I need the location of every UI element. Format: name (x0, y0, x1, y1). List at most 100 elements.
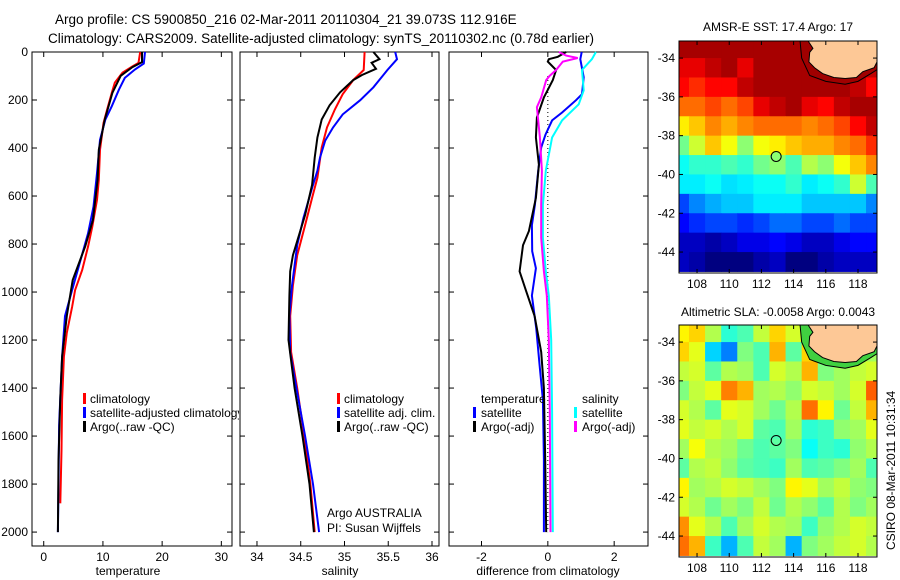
map-cell (688, 252, 706, 272)
map-cell (866, 516, 877, 537)
map-cell (721, 77, 738, 98)
map-cell (753, 232, 770, 253)
map-cell (705, 536, 722, 556)
map-cell (688, 174, 706, 195)
lon-tick-label: 114 (784, 561, 803, 575)
map-cell (721, 232, 738, 253)
map-cell (769, 252, 787, 272)
map-field (679, 41, 877, 272)
y-tick-label: 0 (21, 45, 28, 59)
map-cell (679, 58, 690, 78)
map-cell (833, 213, 851, 234)
map-cell (833, 380, 851, 401)
map-cell (769, 400, 787, 421)
legend-label: Argo(-adj) (481, 420, 534, 434)
map-cell (801, 135, 819, 156)
map-cell (817, 96, 835, 117)
map-cell (737, 193, 754, 214)
map-cell (817, 252, 835, 272)
map-cell (801, 252, 819, 272)
map-cell (737, 155, 754, 175)
map-cell (769, 135, 787, 156)
map-cell (785, 193, 803, 214)
map-cell (833, 419, 851, 440)
map-cell (679, 361, 690, 382)
map-cell (866, 497, 877, 518)
lon-tick-label: 116 (816, 277, 835, 291)
lat-tick-label: -44 (658, 245, 676, 259)
map-field (679, 325, 877, 556)
legend-label: Argo(..raw -QC) (344, 420, 429, 434)
map-cell (769, 361, 787, 382)
map-cell (679, 439, 690, 459)
map-cell (705, 252, 722, 272)
map-cell (849, 116, 867, 137)
map-cell (679, 193, 690, 214)
lon-tick-label: 110 (720, 277, 739, 291)
map-cell (737, 497, 754, 518)
profile-line-climatology (59, 51, 142, 504)
map-cell (801, 96, 819, 117)
map-cell (833, 193, 851, 214)
map-cell (801, 213, 819, 234)
figure-title-line1: Argo profile: CS 5900850_216 02-Mar-2011… (55, 12, 517, 27)
map-cell (753, 116, 770, 137)
map-cell (688, 155, 706, 175)
map-cell (679, 213, 690, 234)
map-cell (866, 419, 877, 440)
map-cell (769, 516, 787, 537)
map-cell (801, 232, 819, 253)
map-cell (679, 96, 690, 117)
lat-tick-label: -36 (658, 90, 676, 104)
lon-tick-label: 110 (720, 561, 739, 575)
map-cell (737, 135, 754, 156)
map-cell (721, 193, 738, 214)
map-cell (737, 458, 754, 479)
map-cell (753, 380, 770, 401)
map-cell (679, 174, 690, 195)
map-cell (688, 77, 706, 98)
map-cell (801, 361, 819, 382)
map-cell (769, 497, 787, 518)
map-cell (721, 439, 738, 459)
map-cell (679, 41, 690, 59)
map-cell (753, 536, 770, 556)
lon-tick-label: 118 (848, 277, 867, 291)
x-tick-label: 34.5 (289, 550, 313, 564)
x-axis-label-temperature: temperature (96, 564, 161, 578)
profile-line-climatology (289, 51, 366, 533)
map-cell (679, 232, 690, 253)
map-cell (801, 477, 819, 498)
map-cell (866, 400, 877, 421)
map-frame (678, 324, 878, 558)
y-tick-label: 400 (8, 141, 28, 155)
map-cell (769, 477, 787, 498)
map-cell (785, 77, 803, 98)
map-cell (849, 193, 867, 214)
map-cell (705, 400, 722, 421)
map-cell (737, 252, 754, 272)
lon-tick-label: 108 (687, 561, 707, 575)
y-tick-label: 1400 (1, 381, 28, 395)
legend-label: Argo(-adj) (582, 420, 635, 434)
x-tick-label: 35 (338, 550, 352, 564)
plot-frame (448, 51, 649, 547)
map-cell (849, 439, 867, 459)
map-cell (679, 155, 690, 175)
map-cell (705, 380, 722, 401)
map-cell (705, 77, 722, 98)
salinity-panel: 34 34.5 35 35.5 36 (239, 51, 440, 564)
map-cell (801, 516, 819, 537)
map-cell (705, 213, 722, 234)
map-cell (753, 419, 770, 440)
map-cell (679, 77, 690, 98)
x-tick-label: 2 (611, 550, 618, 564)
map-cell (817, 439, 835, 459)
x-tick-label: 0 (40, 550, 47, 564)
map-cell (866, 193, 877, 214)
lat-tick-label: -40 (658, 451, 676, 465)
map-cell (801, 380, 819, 401)
map-cell (688, 439, 706, 459)
map-cell (769, 325, 787, 343)
map-cell (833, 155, 851, 175)
